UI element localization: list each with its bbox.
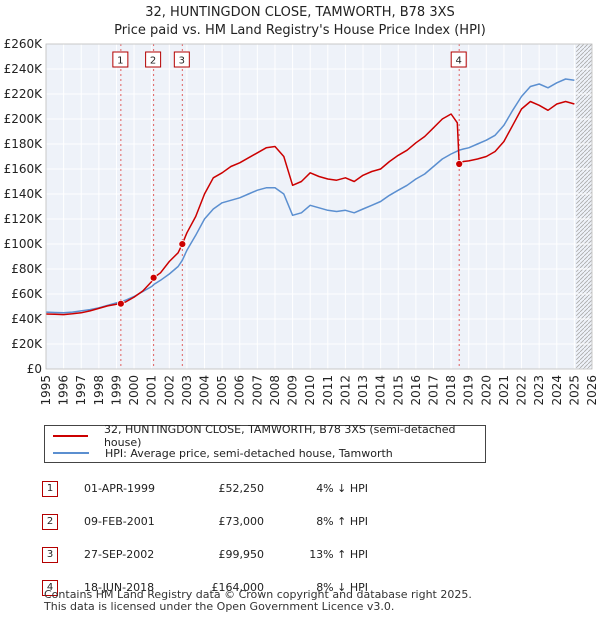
y-tick-label: £120K (4, 212, 44, 226)
sale-number-badge: 2 (42, 513, 58, 530)
sale-price: £99,950 (218, 548, 265, 561)
chart-title: 32, HUNTINGDON CLOSE, TAMWORTH, B78 3XS (145, 5, 455, 20)
y-tick-label: £140K (4, 187, 44, 201)
y-tick-label: £180K (4, 137, 44, 151)
hpi-series-line (45, 78, 575, 314)
footer: Contains HM Land Registry data © Crown c… (44, 589, 472, 613)
x-tick-label: 2003 (180, 375, 194, 406)
legend-item-property: 32, HUNTINGDON CLOSE, TAMWORTH, B78 3XS … (53, 423, 485, 449)
sale-number-badge: 1 (42, 480, 58, 497)
sale-number-badge: 3 (42, 546, 58, 563)
y-tick-label: £80K (11, 262, 43, 276)
legend-label-property: 32, HUNTINGDON CLOSE, TAMWORTH, B78 3XS … (103, 423, 456, 449)
legend-swatch-property (53, 435, 88, 437)
marker-box-3 (173, 51, 190, 68)
x-tick-label: 2017 (426, 375, 440, 406)
footer-license: This data is licensed under the Open Gov… (44, 600, 395, 613)
plot-border (45, 43, 593, 370)
marker-label-1: 1 (117, 56, 123, 67)
table-row: 3 27-SEP-2002 £99,950 13% ↑ HPI (42, 538, 368, 571)
y-tick-label: £240K (4, 62, 44, 76)
legend: 32, HUNTINGDON CLOSE, TAMWORTH, B78 3XS … (44, 423, 486, 463)
table-row: 1 01-APR-1999 £52,250 4% ↓ HPI (42, 472, 368, 505)
sale-date: 09-FEB-2001 (84, 515, 155, 528)
x-tick-label: 2005 (215, 375, 229, 406)
x-tick-label: 1995 (39, 375, 53, 406)
x-tick-label: 2007 (250, 375, 264, 406)
marker-label-2: 2 (150, 56, 156, 67)
sale-hpi-diff: 13% ↑ HPI (309, 548, 368, 561)
sale-point-2 (149, 273, 158, 282)
y-tick-label: £100K (4, 237, 44, 251)
sale-point-4 (455, 160, 464, 168)
x-tick-label: 2011 (321, 375, 335, 406)
future-hatch-region (576, 44, 592, 369)
sale-price: £73,000 (218, 515, 265, 528)
x-tick-label: 2000 (127, 375, 141, 406)
x-tick-label: 2023 (532, 375, 546, 406)
sale-hpi-diff: 8% ↑ HPI (316, 515, 368, 528)
sale-date: 01-APR-1999 (84, 482, 156, 495)
sale-date: 18-JUN-2018 (84, 581, 155, 594)
x-tick-label: 1999 (109, 375, 123, 406)
y-tick-label: £40K (11, 312, 43, 326)
sales-table: 1 01-APR-1999 £52,250 4% ↓ HPI 2 09-FEB-… (42, 472, 368, 604)
marker-label-3: 3 (179, 56, 185, 67)
y-tick-label: £20K (11, 337, 43, 351)
x-tick-label: 1998 (92, 375, 106, 406)
x-tick-label: 2002 (162, 375, 176, 406)
x-tick-label: 2013 (356, 375, 370, 406)
legend-swatch-hpi (53, 452, 89, 454)
marker-box-1 (112, 51, 129, 68)
chart-subtitle: Price paid vs. HM Land Registry's House … (114, 23, 486, 38)
sale-price: £164,000 (211, 581, 265, 594)
x-tick-label: 2022 (515, 375, 529, 406)
sale-hpi-diff: 8% ↓ HPI (316, 581, 368, 594)
y-tick-label: £220K (4, 87, 44, 101)
x-tick-label: 2026 (585, 375, 599, 406)
y-tick-label: £60K (11, 287, 43, 301)
y-tick-label: £260K (4, 37, 44, 51)
property-series-line (45, 100, 575, 316)
x-tick-label: 2012 (338, 375, 352, 406)
x-tick-label: 2019 (462, 375, 476, 406)
x-tick-label: 2016 (409, 375, 423, 406)
y-tick-label: £160K (4, 162, 44, 176)
marker-box-2 (145, 51, 162, 68)
sale-date: 27-SEP-2002 (84, 548, 155, 561)
x-tick-label: 2021 (497, 375, 511, 406)
x-tick-label: 2020 (479, 375, 493, 406)
sale-hpi-diff: 4% ↓ HPI (316, 482, 368, 495)
x-tick-label: 2025 (567, 375, 581, 406)
x-tick-label: 1997 (74, 375, 88, 406)
sale-number-badge: 4 (42, 579, 58, 596)
x-tick-label: 1996 (57, 375, 71, 406)
legend-label-hpi: HPI: Average price, semi-detached house,… (105, 446, 393, 460)
marker-label-4: 4 (456, 56, 462, 67)
plot-background (46, 44, 592, 369)
table-row: 2 09-FEB-2001 £73,000 8% ↑ HPI (42, 505, 368, 538)
x-tick-label: 2014 (374, 375, 388, 406)
sale-point-3 (178, 240, 187, 248)
price-chart: £0 £20K £40K £60K £80K £100K £120K £140K £160K £1… (4, 37, 599, 406)
table-row: 4 18-JUN-2018 £164,000 8% ↓ HPI (42, 571, 368, 604)
footer-copyright: Contains HM Land Registry data © Crown c… (44, 588, 472, 601)
sale-point-1 (116, 299, 125, 308)
x-tick-label: 2001 (145, 375, 159, 406)
y-tick-label: £0 (27, 362, 42, 376)
x-tick-label: 2008 (268, 375, 282, 406)
legend-item-hpi: HPI: Average price, semi-detached house,… (53, 445, 393, 461)
x-tick-label: 2015 (391, 375, 405, 406)
sale-price: £52,250 (218, 482, 265, 495)
x-tick-label: 2006 (233, 375, 247, 406)
x-tick-label: 2009 (286, 375, 300, 406)
x-tick-label: 2010 (303, 375, 317, 406)
y-tick-label: £200K (4, 112, 44, 126)
x-tick-label: 2024 (550, 375, 564, 406)
marker-box-4 (450, 51, 467, 68)
x-tick-label: 2018 (444, 375, 458, 406)
x-tick-label: 2004 (198, 375, 212, 406)
